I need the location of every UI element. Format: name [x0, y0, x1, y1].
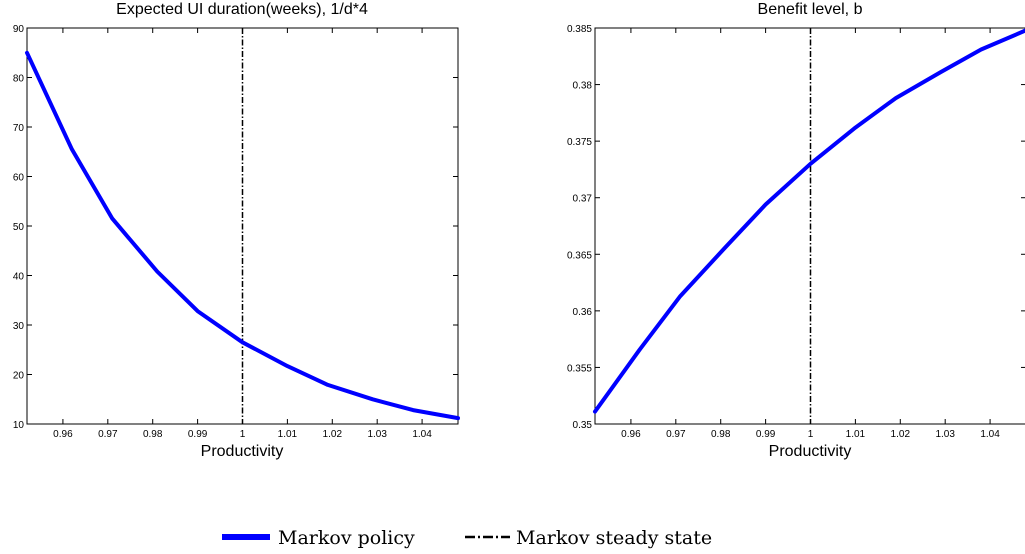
y-tick-label: 90 — [13, 24, 25, 35]
markov-policy-line — [25, 50, 460, 421]
y-tick-label: 20 — [13, 371, 25, 382]
y-tick-label: 60 — [13, 173, 25, 184]
chart-title: Benefit level, b — [758, 1, 863, 18]
y-tick-label: 40 — [13, 272, 25, 283]
y-tick-label: 0.37 — [573, 194, 593, 205]
x-tick-label: 1 — [240, 429, 246, 440]
legend: Markov policy Markov steady state — [222, 527, 712, 549]
legend-label-markov-steady-state: Markov steady state — [516, 527, 712, 549]
y-tick-label: 80 — [13, 74, 25, 85]
x-tick-label: 0.97 — [666, 429, 686, 440]
x-tick-label: 0.98 — [143, 429, 163, 440]
x-tick-labels: 0.96 0.97 0.98 0.99 1 1.01 1.02 1.03 1.04 — [621, 28, 1000, 440]
y-tick-label: 30 — [13, 321, 25, 332]
x-tick-label: 0.96 — [53, 429, 73, 440]
legend-label-markov-policy: Markov policy — [278, 527, 415, 549]
y-tick-label: 0.36 — [573, 307, 593, 318]
y-tick-label: 10 — [13, 420, 25, 431]
y-tick-labels: 10 20 30 40 50 60 70 80 90 — [13, 24, 458, 431]
x-tick-label: 1.04 — [412, 429, 432, 440]
x-tick-labels: 0.96 0.97 0.98 0.99 1 1.01 1.02 1.03 1.04 — [53, 28, 432, 440]
x-tick-label: 0.97 — [98, 429, 118, 440]
y-tick-label: 0.38 — [573, 81, 593, 92]
x-tick-label: 1.04 — [980, 429, 1000, 440]
chart-left: Expected UI duration(weeks), 1/d*4 0.96 0… — [13, 1, 460, 460]
x-tick-label: 1.01 — [846, 429, 866, 440]
y-tick-label: 70 — [13, 123, 25, 134]
chart-right: Benefit level, b 0.96 0.97 0.98 0.99 1 1.01 1.… — [567, 1, 1025, 460]
y-tick-label: 0.375 — [567, 137, 592, 148]
y-tick-label: 0.355 — [567, 363, 592, 374]
x-tick-label: 1.02 — [891, 429, 911, 440]
x-axis-label: Productivity — [769, 443, 852, 460]
x-tick-label: 1.02 — [323, 429, 343, 440]
x-tick-label: 0.99 — [188, 429, 208, 440]
x-tick-label: 0.98 — [711, 429, 731, 440]
x-tick-label: 1.01 — [278, 429, 298, 440]
y-tick-label: 0.385 — [567, 24, 592, 35]
chart-title: Expected UI duration(weeks), 1/d*4 — [116, 1, 368, 18]
y-tick-labels: 0.35 0.355 0.36 0.365 0.37 0.375 0.38 0.385 — [567, 24, 1025, 431]
x-tick-label: 1.03 — [367, 429, 387, 440]
y-tick-label: 0.35 — [573, 420, 593, 431]
x-tick-label: 0.96 — [621, 429, 641, 440]
x-tick-label: 1 — [808, 429, 814, 440]
x-tick-label: 0.99 — [756, 429, 776, 440]
x-axis-label: Productivity — [201, 443, 284, 460]
y-tick-label: 0.365 — [567, 250, 592, 261]
y-tick-label: 50 — [13, 222, 25, 233]
x-tick-label: 1.03 — [935, 429, 955, 440]
markov-policy-line — [593, 28, 1025, 414]
